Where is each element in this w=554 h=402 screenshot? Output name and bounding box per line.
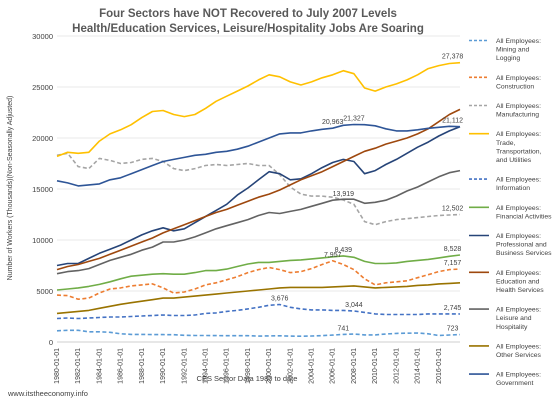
data-label: 8,528 — [444, 246, 462, 253]
series-line — [56, 108, 461, 271]
y-tick-label: 5000 — [36, 287, 53, 296]
data-label: 3,676 — [271, 296, 289, 303]
data-label: 21,327 — [343, 115, 365, 122]
series-line — [56, 152, 461, 226]
y-tick-label: 30000 — [32, 32, 53, 41]
data-label: 3,044 — [345, 302, 363, 309]
legend-label: All Employees: Manufacturing — [496, 103, 541, 119]
y-tick-label: 15000 — [32, 185, 53, 194]
gridlines — [57, 35, 460, 343]
y-axis-label: Number of Workers (Thousands)(Non-Season… — [7, 96, 14, 281]
legend: All Employees: Mining and Logging All Emplo… — [469, 38, 552, 387]
data-label: 27,378 — [442, 54, 464, 61]
x-tick-label: 1984-01-01 — [96, 348, 103, 384]
legend-label: All Employees: Mining and Logging — [496, 38, 541, 62]
y-tick-label: 20000 — [32, 134, 53, 143]
data-label: 21,112 — [442, 118, 463, 125]
x-tick-label: 1980-01-01 — [54, 348, 61, 384]
series-lines — [56, 61, 461, 338]
series-line — [56, 254, 461, 291]
x-tick-label: 2010-01-01 — [372, 348, 379, 384]
legend-label: All Employees: Trade, Transportation, and U… — [496, 131, 542, 164]
legend-label: All Employees: Education and Health Servic… — [496, 270, 544, 294]
series-line — [56, 169, 461, 275]
data-label: 8,439 — [335, 247, 353, 254]
series-line — [56, 123, 461, 187]
data-label: 723 — [447, 326, 459, 333]
x-tick-label: 2012-01-01 — [393, 348, 400, 384]
legend-label: All Employees: Information — [496, 177, 541, 193]
y-tick-label: 0 — [49, 338, 53, 347]
x-tick-label: 2008-01-01 — [351, 348, 358, 384]
y-tick-label: 25000 — [32, 83, 53, 92]
x-tick-label: 1996-01-01 — [224, 348, 231, 384]
legend-label: All Employees: Other Services — [496, 343, 542, 359]
x-tick-label: 1998-01-01 — [245, 348, 252, 384]
x-axis-label: CES Sector Data 1980 to date — [197, 374, 298, 383]
data-label: 12,502 — [442, 205, 464, 212]
data-label: 741 — [337, 325, 349, 332]
x-tick-label: 1982-01-01 — [75, 348, 82, 384]
y-axis: 0 5000 10000 15000 20000 25000 30000 — [32, 32, 53, 347]
x-tick-label: 1986-01-01 — [118, 348, 125, 384]
data-label: 2,745 — [444, 305, 462, 312]
series-line — [56, 303, 461, 320]
legend-label: All Employees: Construction — [496, 75, 541, 91]
data-label: 7,157 — [444, 260, 462, 267]
x-tick-label: 2004-01-01 — [309, 348, 316, 384]
legend-label: All Employees: Professional and Business S… — [496, 233, 552, 257]
series-line — [56, 61, 461, 158]
x-tick-label: 1994-01-01 — [202, 348, 209, 384]
chart-title: Four Sectors have NOT Recovered to July … — [99, 8, 397, 20]
x-tick-label: 2000-01-01 — [266, 348, 273, 384]
legend-label: All Employees: Financial Activities — [496, 205, 552, 221]
x-axis: 1980-01-01 1982-01-01 1984-01-01 1986-01-01… — [54, 348, 443, 384]
x-tick-label: 1988-01-01 — [139, 348, 146, 384]
y-tick-label: 10000 — [32, 236, 53, 245]
chart-subtitle: Health/Education Services, Leisure/Hospi… — [72, 23, 424, 35]
series-line — [56, 125, 461, 267]
data-label: 7,957 — [324, 252, 342, 259]
x-tick-label: 2006-01-01 — [330, 348, 337, 384]
x-tick-label: 1992-01-01 — [181, 348, 188, 384]
x-tick-label: 2002-01-01 — [287, 348, 294, 384]
x-tick-label: 2014-01-01 — [415, 348, 422, 384]
x-tick-label: 2016-01-01 — [436, 348, 443, 384]
series-line — [56, 259, 461, 301]
source-text: www.itstheeconomy.info — [7, 389, 88, 398]
data-label: 20,963 — [322, 119, 344, 126]
legend-label: All Employees: Leisure and Hospitality — [496, 307, 541, 331]
series-line — [56, 329, 461, 338]
x-tick-label: 1990-01-01 — [160, 348, 167, 384]
data-label: 13,919 — [333, 191, 355, 198]
legend-label: All Employees: Government — [496, 372, 541, 388]
series-line — [56, 282, 461, 315]
